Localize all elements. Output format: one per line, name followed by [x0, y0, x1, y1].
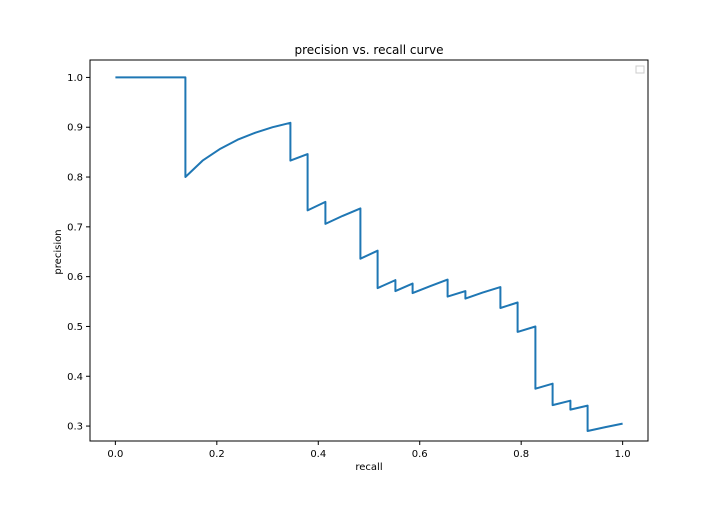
x-tick-label: 0.8 — [513, 449, 529, 460]
y-tick-label: 0.3 — [67, 422, 83, 433]
y-axis: 0.3 0.4 0.5 0.6 0.7 0.8 0.9 1.0 — [67, 73, 90, 433]
y-tick-label: 0.8 — [67, 173, 83, 184]
plot-frame — [89, 59, 649, 442]
y-tick-label: 0.6 — [67, 272, 83, 283]
x-axis: 0.0 0.2 0.4 0.6 0.8 1.0 — [107, 441, 631, 460]
x-tick-label: 1.0 — [615, 449, 631, 460]
x-axis-label: recall — [355, 462, 382, 473]
y-tick-label: 0.4 — [67, 372, 83, 383]
y-tick-label: 1.0 — [67, 73, 83, 84]
chart-title: precision vs. recall curve — [294, 43, 443, 57]
legend-box — [635, 65, 645, 74]
series-layer — [115, 76, 623, 432]
x-tick-label: 0.4 — [310, 449, 326, 460]
x-tick-label: 0.2 — [209, 449, 225, 460]
y-tick-label: 0.7 — [67, 222, 83, 233]
series-line-0 — [115, 76, 623, 432]
y-axis-label: precision — [53, 229, 64, 274]
y-tick-label: 0.5 — [67, 322, 83, 333]
x-tick-label: 0.6 — [412, 449, 428, 460]
x-tick-label: 0.0 — [107, 449, 123, 460]
y-tick-label: 0.9 — [67, 123, 83, 134]
plot-area — [89, 59, 649, 442]
